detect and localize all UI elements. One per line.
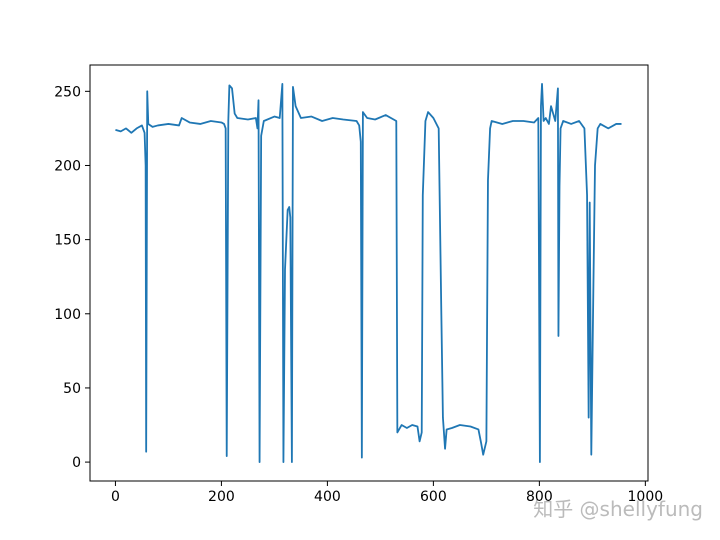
- x-tick-label: 200: [208, 489, 235, 505]
- x-tick-label: 400: [314, 489, 341, 505]
- x-tick-label: 1000: [628, 489, 664, 505]
- x-tick-label: 600: [420, 489, 447, 505]
- y-tick-label: 200: [54, 158, 81, 174]
- data-line: [115, 83, 622, 463]
- y-tick-label: 0: [72, 455, 81, 471]
- plot-frame: [89, 64, 649, 482]
- y-tick-label: 250: [54, 84, 81, 100]
- watermark: 知乎 @shellyfung: [533, 497, 703, 521]
- y-tick-label: 150: [54, 233, 81, 249]
- x-tick-label: 0: [111, 489, 120, 505]
- y-tick-label: 100: [54, 307, 81, 323]
- x-tick-label: 800: [526, 489, 553, 505]
- y-tick-label: 50: [63, 381, 81, 397]
